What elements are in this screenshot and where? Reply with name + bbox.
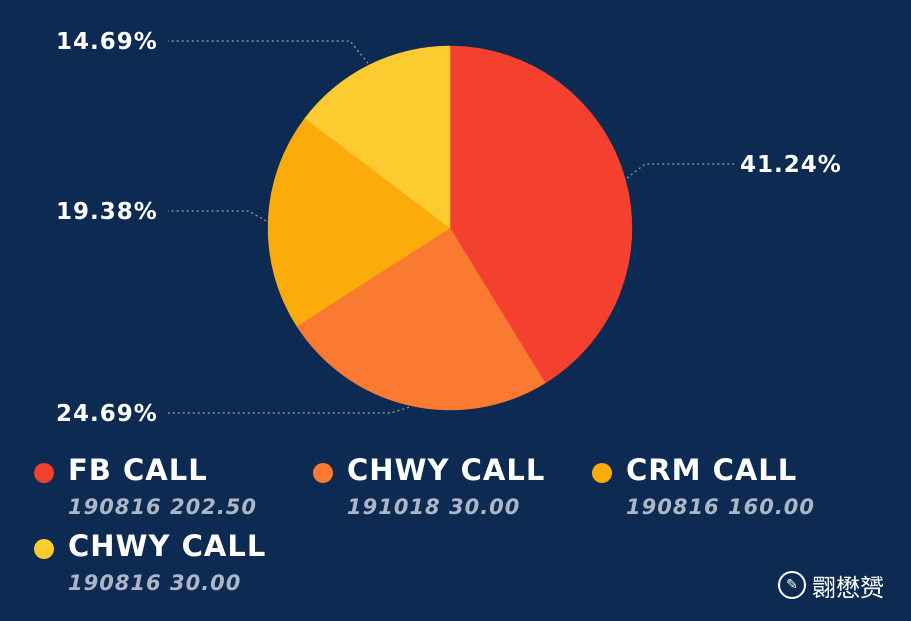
- legend-swatch: [592, 463, 612, 483]
- leader-line-4: [168, 40, 369, 64]
- legend-label: FB CALL: [68, 453, 208, 487]
- percentage-label-3: 19.38%: [56, 199, 158, 225]
- watermark: ✎ 翾懋赟: [778, 568, 884, 602]
- pie-slice-1: [449, 45, 633, 384]
- legend-sublabel: 191018 30.00: [347, 495, 521, 519]
- watermark-logo-icon: ✎: [778, 571, 806, 599]
- percentage-label-4: 14.69%: [56, 29, 158, 55]
- pie-slices: [267, 45, 633, 411]
- legend-swatch: [34, 463, 54, 483]
- legend-label: CRM CALL: [626, 453, 798, 487]
- legend-swatch: [34, 539, 54, 559]
- percentage-label-2: 24.69%: [56, 401, 158, 427]
- pie-slice-3: [267, 117, 451, 327]
- legend-label: CHWY CALL: [68, 529, 267, 563]
- legend-label: CHWY CALL: [347, 453, 546, 487]
- leader-lines: [168, 40, 734, 414]
- leader-line-3: [168, 210, 267, 222]
- leader-line-2: [168, 406, 410, 414]
- legend-sublabel: 190816 160.00: [626, 495, 816, 519]
- leader-line-1: [626, 163, 734, 179]
- percentage-label-1: 41.24%: [740, 152, 842, 178]
- legend-swatch: [313, 463, 333, 483]
- pie-slice-4: [304, 45, 451, 229]
- legend-sublabel: 190816 202.50: [68, 495, 258, 519]
- watermark-text: 翾懋赟: [812, 573, 884, 602]
- pie-slice-2: [296, 227, 546, 411]
- legend-sublabel: 190816 30.00: [68, 571, 242, 595]
- percentage-labels: 41.24% 24.69% 19.38% 14.69%: [56, 29, 842, 427]
